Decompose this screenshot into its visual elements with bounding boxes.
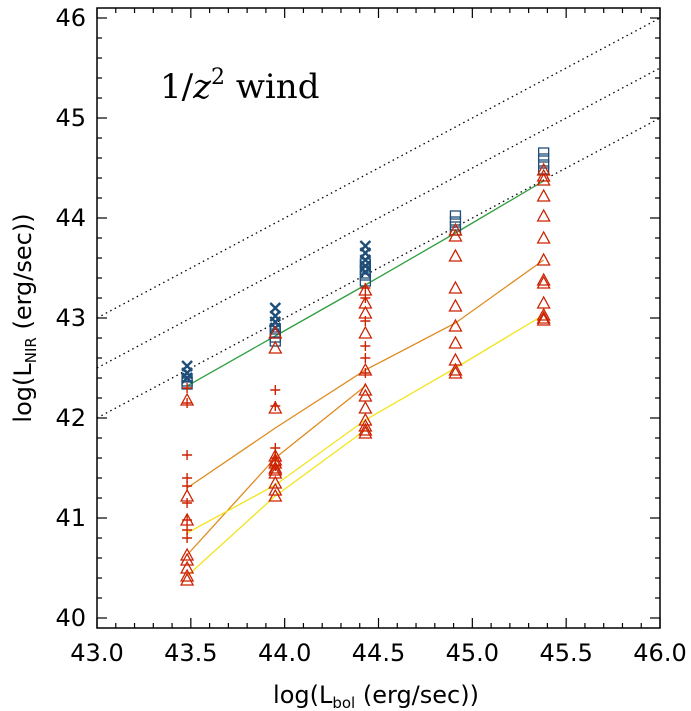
triangle-marker	[358, 425, 373, 439]
x-tick-label: 43.0	[70, 639, 123, 667]
triangle-marker	[268, 452, 283, 466]
triangle-marker	[179, 572, 195, 586]
triangle-marker	[268, 488, 283, 502]
plus-marker	[182, 383, 193, 393]
y-tick-label: 44	[55, 204, 86, 232]
x-axis-title: log(Lbol (erg/sec))	[273, 681, 479, 711]
triangle-marker	[268, 475, 283, 489]
square-marker	[269, 323, 281, 333]
x-tick-label: 44.5	[352, 639, 405, 667]
triangle-marker	[536, 168, 551, 182]
square-marker	[537, 159, 550, 169]
triangle-marker	[448, 248, 463, 262]
triangle-marker	[448, 365, 463, 379]
triangle-marker	[179, 512, 195, 526]
triangle-marker	[179, 547, 195, 561]
triangle-marker	[536, 310, 551, 324]
triangle-marker	[536, 230, 551, 244]
triangle-marker	[268, 400, 283, 414]
plus-marker	[182, 450, 193, 460]
triangle-marker	[448, 222, 463, 236]
plus-marker	[360, 368, 371, 378]
triangle-marker	[358, 325, 373, 339]
triangle-marker	[358, 295, 373, 309]
triangle-marker	[179, 552, 195, 566]
reference-line-3	[97, 117, 660, 419]
triangle-marker	[536, 307, 551, 321]
triangle-marker	[358, 422, 373, 436]
x-tick-label: 45.0	[446, 639, 499, 667]
triangle-marker	[358, 400, 373, 414]
reference-line-1	[97, 17, 660, 319]
square-marker	[269, 328, 281, 338]
triangle-marker	[268, 340, 283, 354]
triangle-marker	[268, 482, 283, 496]
x-tick-label: 45.5	[539, 639, 592, 667]
series-line-5	[186, 429, 366, 577]
triangle-marker	[536, 275, 551, 289]
y-axis-title: log(LNIR (erg/sec))	[9, 213, 40, 422]
triangle-marker	[179, 488, 195, 502]
triangle-marker	[179, 392, 195, 406]
x-tick-label: 44.0	[258, 639, 311, 667]
square-marker	[449, 210, 462, 220]
triangle-marker	[268, 462, 283, 476]
triangle-marker	[358, 418, 373, 432]
square-marker	[359, 271, 372, 281]
triangle-marker	[358, 362, 373, 376]
y-tick-label: 45	[55, 104, 86, 132]
plus-marker	[360, 341, 371, 351]
triangle-marker	[358, 382, 373, 396]
triangle-marker	[358, 282, 373, 296]
plus-marker	[182, 533, 193, 543]
marker-layer	[179, 147, 551, 586]
triangle-marker	[448, 335, 463, 349]
plus-marker	[270, 443, 281, 453]
y-tick-label: 43	[55, 304, 86, 332]
plus-marker	[360, 353, 371, 363]
triangle-marker	[536, 272, 551, 286]
square-marker	[537, 153, 550, 163]
triangle-marker	[448, 318, 463, 332]
triangle-marker	[448, 228, 463, 242]
reference-line-2	[97, 67, 660, 369]
triangle-marker	[536, 252, 551, 266]
triangle-marker	[358, 388, 373, 402]
triangle-marker	[536, 208, 551, 222]
triangle-marker	[179, 568, 195, 582]
y-tick-label: 40	[55, 604, 86, 632]
tick-layer: 43.0 43.5 44.0 44.5 45.0 45.5 46.0 40 41 42 43 44 45…	[55, 4, 686, 667]
triangle-marker	[536, 172, 551, 186]
square-marker	[537, 147, 550, 157]
triangle-marker	[536, 295, 551, 309]
plus-marker	[182, 498, 193, 508]
plus-marker	[182, 398, 193, 408]
square-marker	[359, 265, 372, 275]
triangle-marker	[358, 305, 373, 319]
chart-annotation: 1/z2 wind	[160, 65, 319, 107]
triangle-marker	[268, 325, 283, 339]
plus-marker	[270, 385, 281, 395]
y-tick-label: 42	[55, 404, 86, 432]
triangle-marker	[448, 298, 463, 312]
triangle-marker	[448, 362, 463, 376]
y-tick-label: 41	[55, 504, 86, 532]
triangle-marker	[536, 312, 551, 326]
x-tick-label: 43.5	[164, 639, 217, 667]
triangle-marker	[448, 280, 463, 294]
triangle-marker	[536, 188, 551, 202]
y-tick-label: 46	[55, 4, 86, 32]
triangle-marker	[268, 460, 283, 474]
triangle-marker	[268, 465, 283, 479]
x-tick-label: 46.0	[633, 639, 686, 667]
square-marker	[359, 258, 372, 268]
